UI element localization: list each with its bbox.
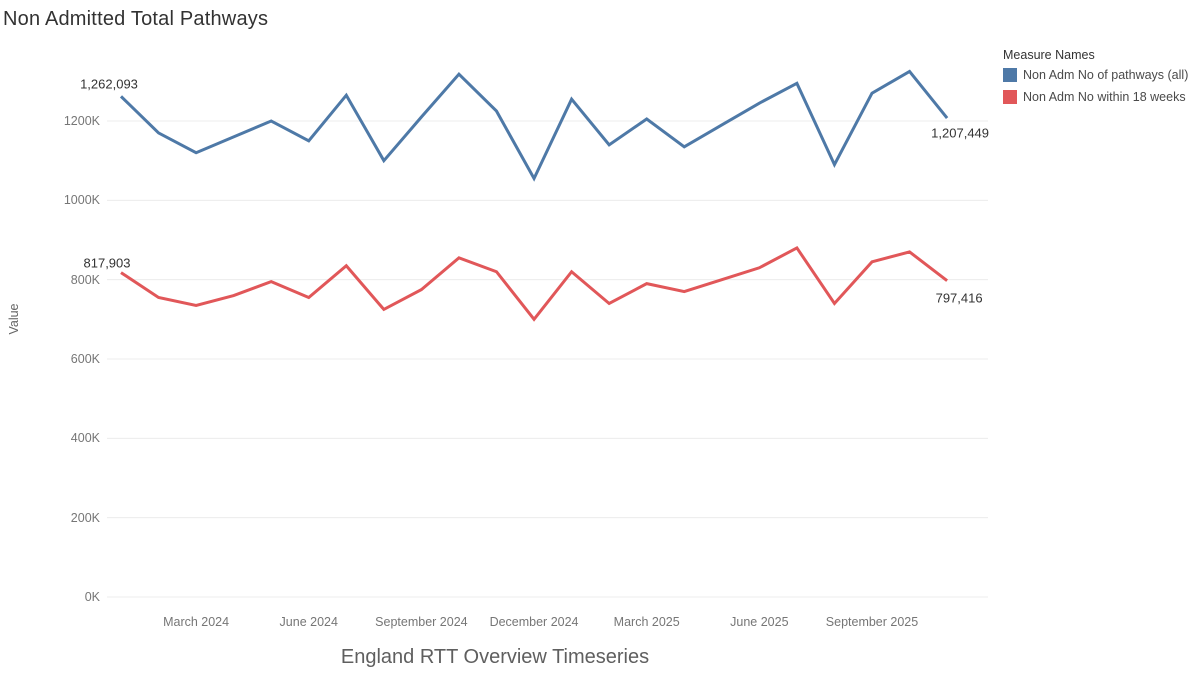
legend-item[interactable]: Non Adm No within 18 weeks xyxy=(1003,90,1198,104)
point-label: 1,207,449 xyxy=(931,125,990,141)
worksheet-caption: England RTT Overview Timeseries xyxy=(340,646,650,668)
legend-item[interactable]: Non Adm No of pathways (all) xyxy=(1003,68,1198,82)
legend-items: Non Adm No of pathways (all) Non Adm No w… xyxy=(1003,68,1198,104)
legend-item-label: Non Adm No of pathways (all) xyxy=(1023,68,1189,82)
legend-title: Measure Names xyxy=(1003,48,1095,62)
point-label: 817,903 xyxy=(83,255,131,271)
y-tick-label: 400K xyxy=(70,431,100,446)
y-tick-label: 1000K xyxy=(63,193,100,208)
legend: Measure Names Non Adm No of pathways (al… xyxy=(1003,48,1198,112)
x-tick-label: June 2025 xyxy=(730,615,789,629)
series-line-0[interactable] xyxy=(119,69,949,182)
point-label: 797,416 xyxy=(935,290,983,306)
legend-swatch-icon xyxy=(1003,68,1017,82)
legend-item-label: Non Adm No within 18 weeks xyxy=(1023,90,1186,104)
y-tick-label: 0K xyxy=(84,590,100,604)
y-tick-label: 600K xyxy=(70,352,100,366)
x-tick-label: December 2024 xyxy=(489,615,579,629)
x-tick-label: September 2024 xyxy=(375,615,468,629)
series-line-1[interactable] xyxy=(120,245,949,322)
y-tick-label: 800K xyxy=(70,272,100,287)
y-tick-label: 200K xyxy=(70,510,100,525)
plot-area[interactable]: 1,262,093 1,207,449 817,903 797,416 xyxy=(80,30,990,610)
line-chart[interactable] xyxy=(107,30,988,610)
y-axis-title: Value xyxy=(7,303,21,335)
x-tick-label: March 2024 xyxy=(163,615,230,629)
legend-swatch-icon xyxy=(1003,90,1017,104)
x-tick-label: March 2025 xyxy=(613,615,680,629)
chart-title: Non Admitted Total Pathways xyxy=(3,8,269,30)
x-tick-label: September 2025 xyxy=(825,615,919,629)
x-tick-label: June 2024 xyxy=(279,615,338,629)
y-tick-label: 1200K xyxy=(63,114,100,128)
point-label: 1,262,093 xyxy=(80,76,138,92)
